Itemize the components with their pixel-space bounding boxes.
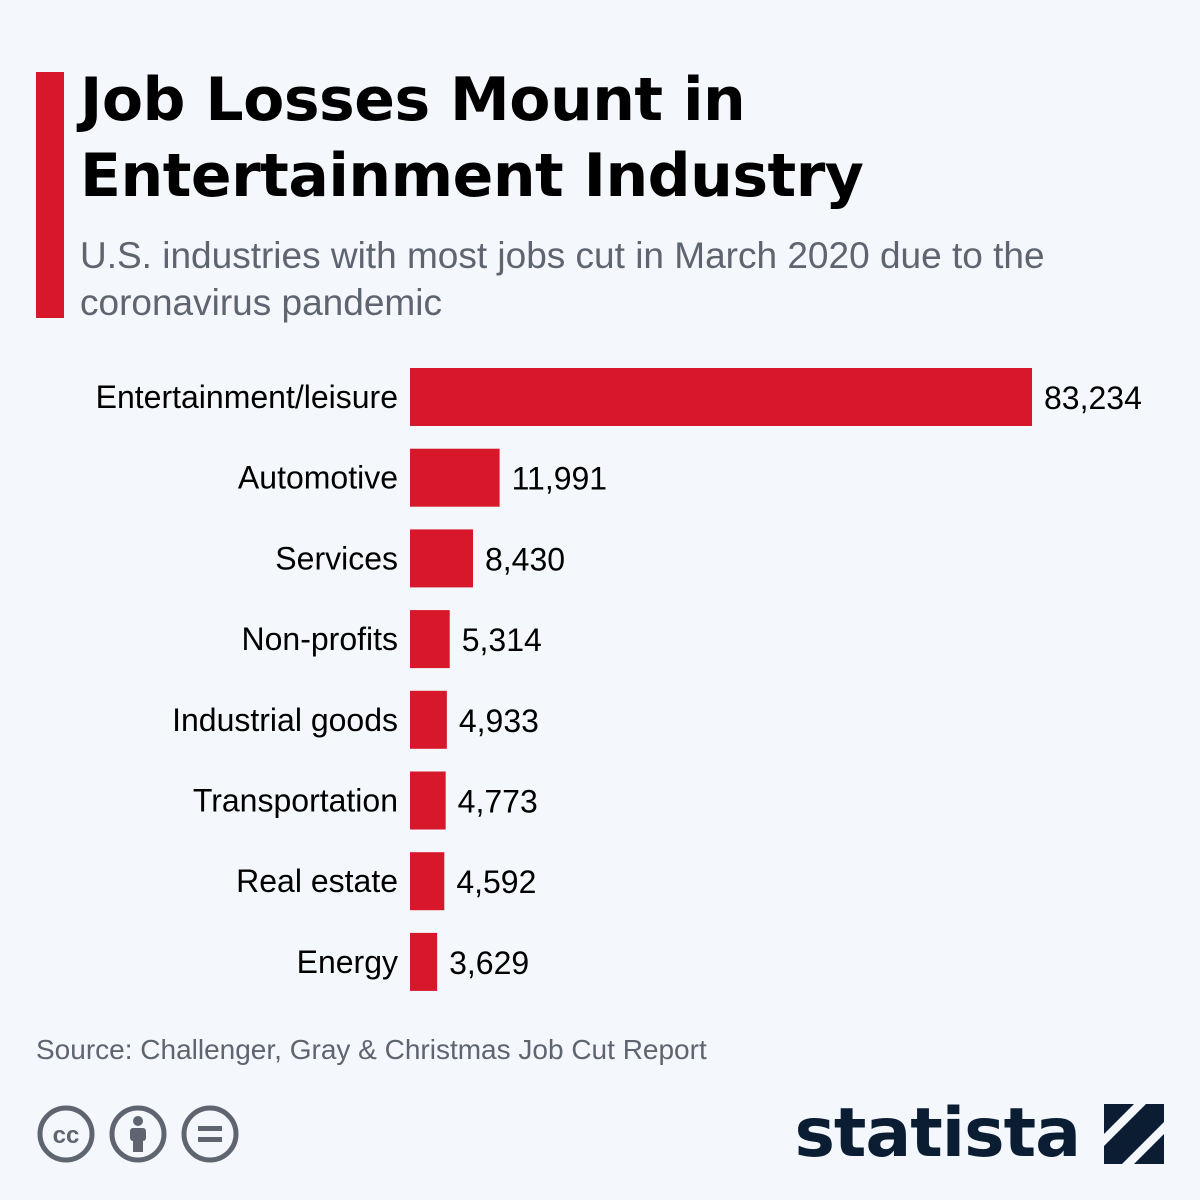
category-label: Transportation	[193, 783, 398, 819]
category-label: Entertainment/leisure	[96, 379, 398, 415]
statista-brand: statista	[744, 1098, 1164, 1170]
chart-subtitle: U.S. industries with most jobs cut in Ma…	[80, 235, 1045, 323]
value-label: 4,933	[459, 703, 539, 739]
category-label: Industrial goods	[172, 702, 398, 738]
chart-title: Job Losses Mount in Entertainment Indust…	[80, 65, 864, 211]
bar	[410, 610, 450, 669]
value-label: 8,430	[485, 541, 565, 577]
creative-commons-icon: cc	[37, 1105, 95, 1163]
svg-text:cc: cc	[53, 1122, 80, 1149]
category-label: Automotive	[238, 460, 398, 496]
category-label: Energy	[297, 944, 398, 980]
value-label: 3,629	[449, 945, 529, 981]
bar	[410, 448, 500, 507]
bar-chart: Entertainment/leisure 83,234 Automotive 11,…	[96, 368, 1142, 991]
value-label: 83,234	[1044, 380, 1142, 416]
bar	[410, 932, 438, 991]
attribution-icon	[109, 1105, 167, 1163]
statista-wordmark: statista	[794, 1094, 1081, 1173]
category-label: Services	[275, 540, 398, 576]
value-label: 5,314	[462, 622, 542, 658]
bar	[410, 368, 1032, 426]
value-label: 4,773	[458, 784, 538, 820]
category-label: Real estate	[236, 863, 398, 899]
bar	[410, 690, 447, 749]
no-derivatives-icon	[181, 1105, 239, 1163]
bar	[410, 529, 473, 588]
title-accent-bar	[36, 72, 64, 318]
bar	[410, 771, 446, 830]
value-label: 4,592	[456, 864, 536, 900]
statista-logo-icon	[1104, 1104, 1164, 1164]
source-note: Source: Challenger, Gray & Christmas Job…	[36, 1034, 707, 1065]
category-label: Non-profits	[242, 621, 399, 657]
value-label: 11,991	[512, 461, 608, 497]
bar	[410, 852, 445, 911]
